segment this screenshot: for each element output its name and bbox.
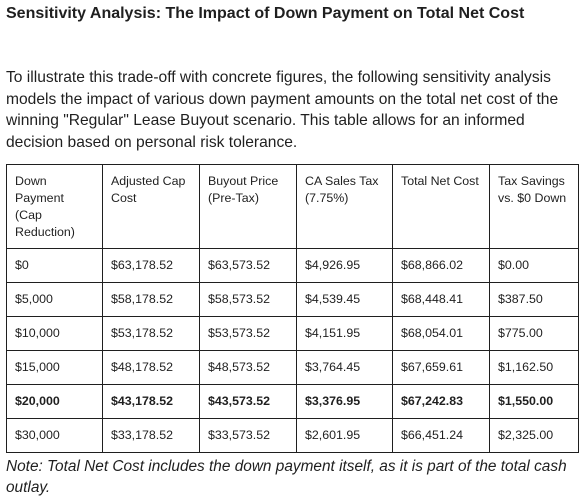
table-cell: $63,573.52 [199,248,297,283]
table-cell: $5,000 [6,282,103,317]
table-cell: $0.00 [489,248,579,283]
table-row: $0 $63,178.52 $63,573.52 $4,926.95 $68,8… [6,248,579,283]
table-cell: $67,659.61 [392,350,490,385]
table-cell: $1,162.50 [489,350,579,385]
table-row: $15,000 $48,178.52 $48,573.52 $3,764.45 … [6,350,579,385]
table-row: $5,000 $58,178.52 $58,573.52 $4,539.45 $… [6,282,579,317]
table-cell: $10,000 [6,316,103,351]
table-cell: $387.50 [489,282,579,317]
table-cell: $4,539.45 [296,282,393,317]
column-header-down-payment: Down Payment (Cap Reduction) [6,164,103,249]
footnote: Note: Total Net Cost includes the down p… [6,458,567,496]
table-row: $30,000 $33,178.52 $33,573.52 $2,601.95 … [6,418,579,453]
table-cell: $15,000 [6,350,103,385]
table-cell: $0 [6,248,103,283]
table-cell: $48,178.52 [102,350,200,385]
column-header-adjusted-cap-cost: Adjusted Cap Cost [102,164,200,249]
table-cell: $58,178.52 [102,282,200,317]
table-cell: $33,178.52 [102,418,200,453]
table-cell: $43,178.52 [102,384,200,419]
table-cell: $20,000 [6,384,103,419]
table-cell: $53,573.52 [199,316,297,351]
table-cell: $63,178.52 [102,248,200,283]
table-cell: $3,764.45 [296,350,393,385]
table-cell: $53,178.52 [102,316,200,351]
section-heading: Sensitivity Analysis: The Impact of Down… [6,5,525,22]
table-row-highlighted: $20,000 $43,178.52 $43,573.52 $3,376.95 … [6,384,579,419]
table-cell: $67,242.83 [392,384,490,419]
table-cell: $775.00 [489,316,579,351]
table-cell: $2,601.95 [296,418,393,453]
table-cell: $30,000 [6,418,103,453]
table-cell: $58,573.52 [199,282,297,317]
sensitivity-table: Down Payment (Cap Reduction) Adjusted Ca… [6,164,579,453]
table-cell: $1,550.00 [489,384,579,419]
column-header-ca-sales-tax: CA Sales Tax (7.75%) [296,164,393,249]
table-cell: $4,926.95 [296,248,393,283]
table-header-row: Down Payment (Cap Reduction) Adjusted Ca… [6,164,579,249]
table-cell: $68,866.02 [392,248,490,283]
table-cell: $33,573.52 [199,418,297,453]
intro-paragraph: To illustrate this trade-off with concre… [6,69,559,151]
table-cell: $3,376.95 [296,384,393,419]
table-cell: $48,573.52 [199,350,297,385]
table-cell: $4,151.95 [296,316,393,351]
table-cell: $68,054.01 [392,316,490,351]
table-cell: $2,325.00 [489,418,579,453]
column-header-total-net-cost: Total Net Cost [392,164,490,249]
table-row: $10,000 $53,178.52 $53,573.52 $4,151.95 … [6,316,579,351]
table-cell: $43,573.52 [199,384,297,419]
table-cell: $66,451.24 [392,418,490,453]
column-header-buyout-price: Buyout Price (Pre-Tax) [199,164,297,249]
column-header-tax-savings: Tax Savings vs. $0 Down [489,164,579,249]
table-cell: $68,448.41 [392,282,490,317]
